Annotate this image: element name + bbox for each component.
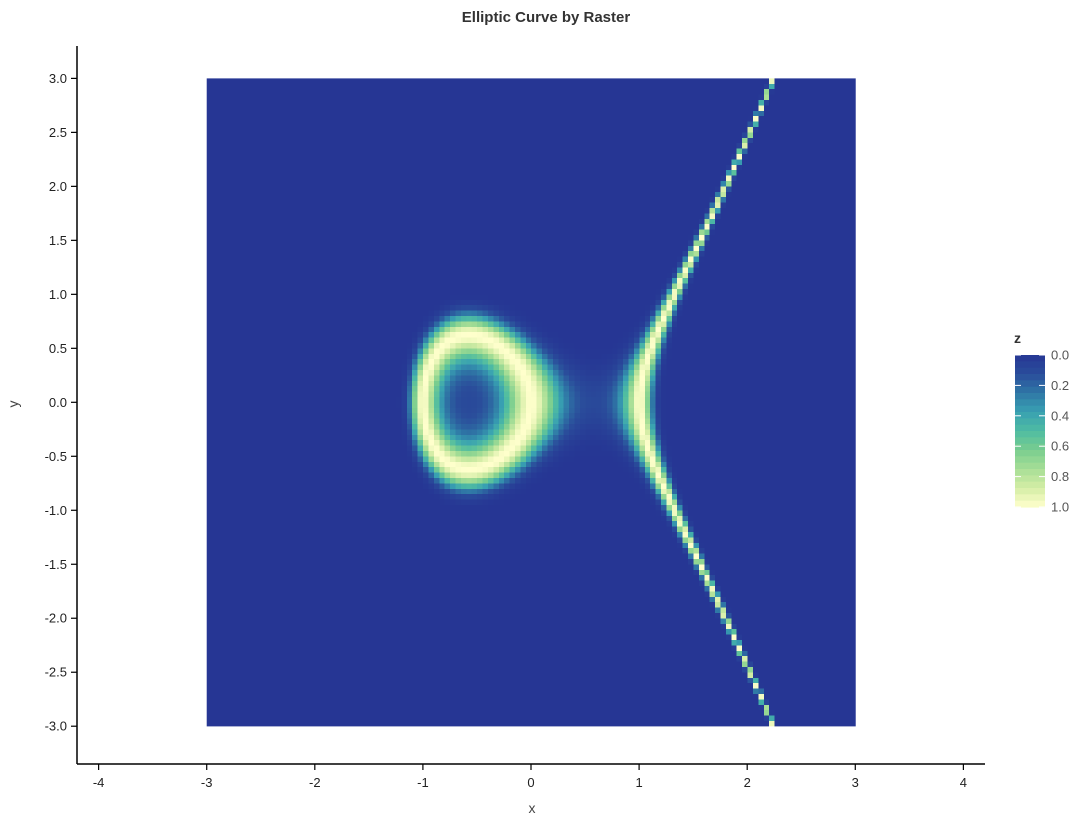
colorbar-swatch — [1015, 469, 1045, 476]
colorbar-swatch — [1015, 456, 1045, 464]
colorbar-swatch — [1015, 393, 1045, 400]
colorbar-swatch — [1015, 399, 1045, 407]
colorbar-swatch — [1015, 405, 1045, 413]
y-tick-label: -2.0 — [45, 611, 67, 626]
colorbar-swatch — [1015, 424, 1045, 432]
raster-image — [206, 78, 856, 727]
y-tick-label: -0.5 — [45, 449, 67, 464]
colorbar-legend: z 0.0 0.2 0.4 0.6 0.8 1.0 — [1014, 330, 1069, 515]
y-tick-label: 1.0 — [49, 287, 67, 302]
colorbar-swatch — [1015, 450, 1045, 457]
x-tick-label: 0 — [527, 775, 534, 790]
y-tick-label: -1.5 — [45, 557, 67, 572]
x-tick-label: -1 — [417, 775, 429, 790]
colorbar-swatch — [1015, 462, 1045, 470]
x-tick-label: 3 — [852, 775, 859, 790]
colorbar-tick-label: 0.0 — [1051, 348, 1069, 363]
x-tick-label: -2 — [309, 775, 321, 790]
y-tick-label: 0.0 — [49, 395, 67, 410]
raster-plot-area — [206, 78, 856, 727]
colorbar-swatch — [1015, 437, 1045, 445]
colorbar-swatch — [1015, 367, 1045, 375]
colorbar-swatch — [1015, 488, 1045, 495]
y-tick-label: -1.0 — [45, 503, 67, 518]
y-tick-label: 3.0 — [49, 71, 67, 86]
y-tick-label: 1.5 — [49, 233, 67, 248]
colorbar-tick-label: 0.6 — [1051, 439, 1069, 454]
colorbar-swatch — [1015, 386, 1045, 394]
y-axis-label: y — [5, 401, 21, 408]
y-tick-label: 2.5 — [49, 125, 67, 140]
y-tick-label: -3.0 — [45, 719, 67, 734]
colorbar-swatch — [1015, 481, 1045, 489]
colorbar-swatch — [1015, 412, 1045, 419]
colorbar-swatch — [1015, 431, 1045, 438]
y-tick-label: -2.5 — [45, 665, 67, 680]
colorbar-swatch — [1015, 380, 1045, 388]
x-tick-label: -3 — [201, 775, 213, 790]
x-tick-label: 1 — [635, 775, 642, 790]
x-tick-label: -4 — [93, 775, 105, 790]
legend-title: z — [1014, 330, 1021, 346]
colorbar-tick-label: 0.2 — [1051, 378, 1069, 393]
x-axis-label: x — [529, 800, 536, 816]
y-tick-label: 2.0 — [49, 179, 67, 194]
colorbar-tick-label: 1.0 — [1051, 500, 1069, 515]
colorbar-tick-label: 0.8 — [1051, 469, 1069, 484]
colorbar-swatch — [1015, 418, 1045, 426]
x-tick-label: 2 — [744, 775, 751, 790]
colorbar-swatch — [1015, 500, 1045, 508]
axes: -4 -3 -2 -1 0 1 2 3 4 3.0 2.5 2.0 1.5 1.0 0.5 0.0 -0.5 -1… — [45, 46, 985, 790]
colorbar-swatch — [1015, 355, 1045, 362]
colorbar-swatch — [1015, 361, 1045, 369]
colorbar-swatch — [1015, 374, 1045, 381]
colorbar-swatch — [1015, 494, 1045, 502]
colorbar-swatch — [1015, 443, 1045, 451]
chart-title: Elliptic Curve by Raster — [462, 9, 631, 26]
y-tick-label: 0.5 — [49, 341, 67, 356]
colorbar-tick-label: 0.4 — [1051, 408, 1069, 423]
colorbar-swatch — [1015, 475, 1045, 483]
x-tick-label: 4 — [960, 775, 967, 790]
